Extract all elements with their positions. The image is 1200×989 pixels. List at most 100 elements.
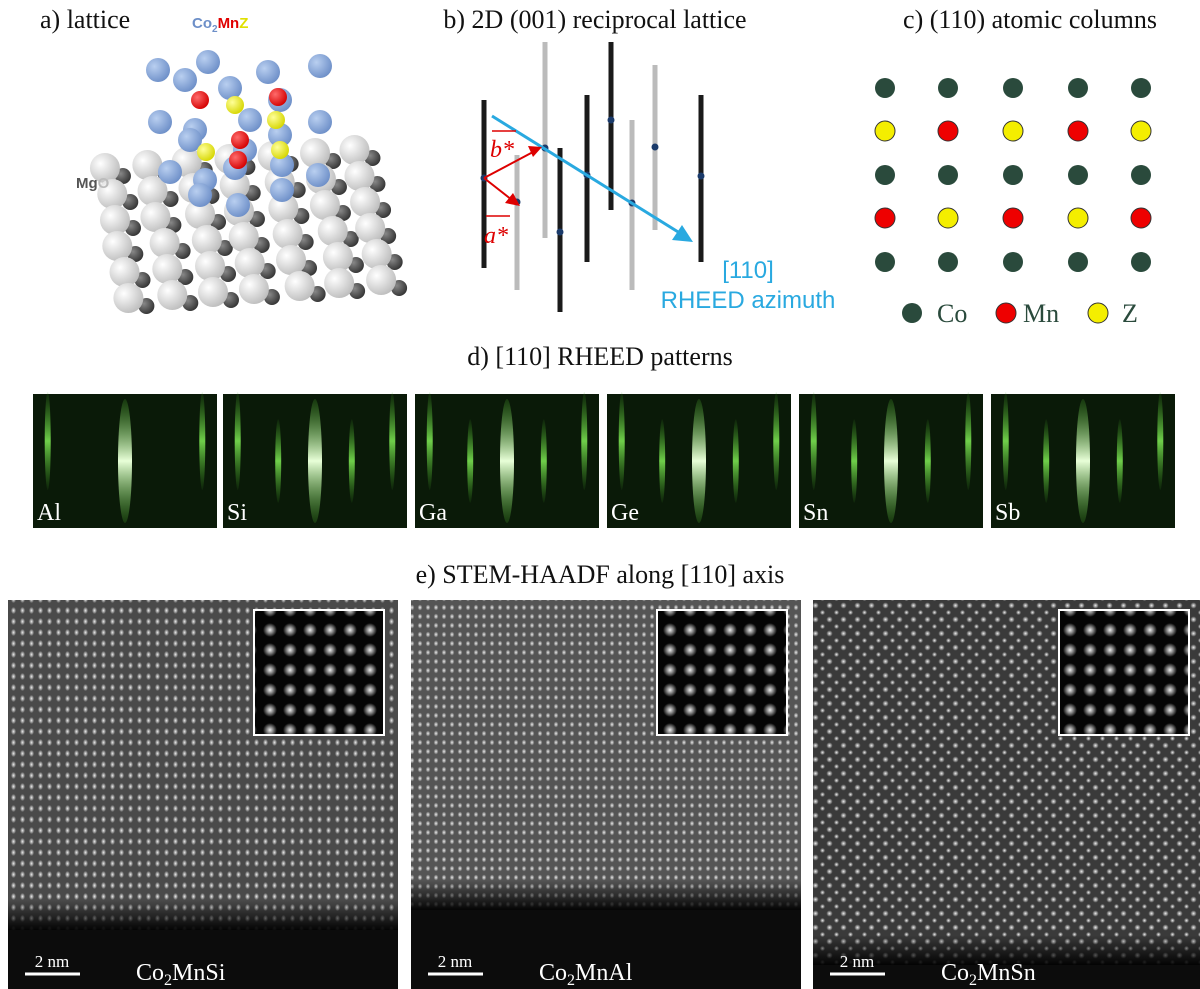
rheed-streak <box>308 399 322 523</box>
mgo-atom <box>344 161 375 191</box>
mgo-atom <box>132 150 163 180</box>
arrow-head <box>505 193 520 206</box>
panel-a: a) lattice Co2MnZ MgO <box>40 5 408 314</box>
film-atom <box>256 60 280 84</box>
mgo-atom <box>268 193 299 223</box>
atom-column <box>938 78 958 98</box>
azimuth-arrow <box>491 114 684 237</box>
rheed-streak <box>1076 399 1090 523</box>
rheed-streak <box>810 392 817 490</box>
film-atom <box>270 153 294 177</box>
lattice-point <box>697 172 705 180</box>
rheed-streak <box>965 392 972 490</box>
rheed-streak <box>199 392 206 490</box>
atom-column <box>874 207 896 229</box>
mgo-atom <box>276 245 307 275</box>
label-part: Co <box>941 960 969 986</box>
scale-label: 2 nm <box>438 952 472 971</box>
film-atom <box>173 68 197 92</box>
mgo-atom <box>322 242 353 272</box>
film-atom <box>308 54 332 78</box>
mgo-atom <box>89 153 120 183</box>
substrate-region <box>411 880 801 910</box>
mgo-atom <box>99 205 130 235</box>
pattern-label: Si <box>227 500 247 526</box>
mgo-atom <box>197 277 228 307</box>
atom-column <box>1068 78 1088 98</box>
film-atom <box>178 128 202 152</box>
label-part: MnSn <box>977 960 1036 986</box>
atom-column <box>938 165 958 185</box>
mn-atom <box>191 91 209 109</box>
label-part: Mn <box>218 15 240 32</box>
rheed-streak <box>1116 419 1123 503</box>
panel-b: b) 2D (001) reciprocal lattice b* a* [110]… <box>443 5 835 314</box>
atom-column <box>875 78 895 98</box>
substrate-region <box>411 910 801 989</box>
z-atom <box>226 96 244 114</box>
mgo-atom <box>361 239 392 269</box>
mgo-atom <box>149 228 180 258</box>
atom-column <box>1068 252 1088 272</box>
pattern-label: Sn <box>803 500 828 526</box>
vector-label: a* <box>484 223 508 249</box>
atom-column <box>1131 165 1151 185</box>
rheed-streak <box>500 399 514 523</box>
mn-atom <box>269 88 287 106</box>
panel-e: e) STEM-HAADF along [110] axis 2 nm Co2Mn… <box>8 560 1200 989</box>
legend-label: Co <box>937 299 967 328</box>
lattice-point <box>556 228 564 236</box>
lattice-point <box>651 143 659 151</box>
label-part: Co <box>539 960 567 986</box>
mn-atom <box>231 131 249 149</box>
rheed-streak <box>1157 392 1164 490</box>
mgo-atom <box>185 199 216 229</box>
rheed-streak <box>924 419 931 503</box>
atom-column <box>1002 207 1024 229</box>
mgo-atom <box>284 271 315 301</box>
rheed-streak <box>1002 392 1009 490</box>
panel-c: c) (110) atomic columns Co Mn Z <box>874 5 1157 328</box>
atom-column <box>875 165 895 185</box>
direction-label: [110] <box>722 257 774 284</box>
label-part: MnAl <box>575 960 633 986</box>
z-atom <box>271 141 289 159</box>
direction-caption: RHEED azimuth <box>661 287 836 314</box>
rheed-streak <box>884 399 898 523</box>
vector-label: b* <box>490 137 514 163</box>
film-atom <box>196 50 220 74</box>
panel-title: e) STEM-HAADF along [110] axis <box>416 560 785 589</box>
z-atom <box>197 143 215 161</box>
film-atom <box>226 193 250 217</box>
label-part: 2 <box>164 972 172 989</box>
substrate-region <box>8 900 398 930</box>
atom-column <box>937 207 959 229</box>
mgo-atom <box>140 202 171 232</box>
atom-column <box>1067 207 1089 229</box>
atom-column <box>1131 252 1151 272</box>
z-atom <box>267 111 285 129</box>
mgo-atom <box>102 231 133 261</box>
mgo-atom <box>339 135 370 165</box>
rheed-streak <box>732 419 739 503</box>
label-part: Co <box>136 960 164 986</box>
mgo-atom <box>300 138 331 168</box>
inset <box>656 609 788 736</box>
mgo-atom <box>157 280 188 310</box>
atom-column <box>1003 165 1023 185</box>
mgo-atom <box>109 257 140 287</box>
label-part: 2 <box>212 24 218 35</box>
mn-atom <box>229 151 247 169</box>
rheed-streak <box>275 419 282 503</box>
substrate-region <box>8 930 398 989</box>
film-atom <box>270 178 294 202</box>
inset <box>1058 609 1190 736</box>
lattice-point <box>607 116 615 124</box>
vector <box>483 177 513 201</box>
atom-column <box>875 252 895 272</box>
rheed-streak <box>659 419 666 503</box>
pattern-label: Ge <box>611 500 639 526</box>
mgo-atom <box>137 176 168 206</box>
rheed-streak <box>618 392 625 490</box>
